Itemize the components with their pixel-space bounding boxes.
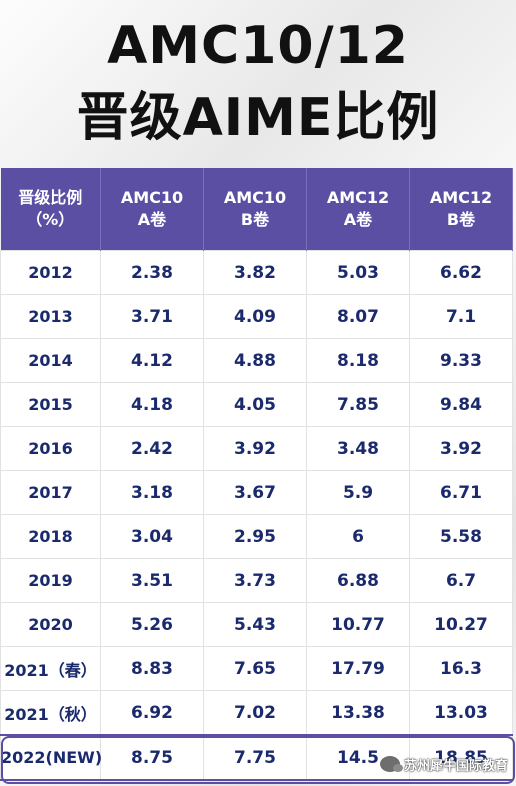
value-cell: 3.92	[203, 426, 307, 471]
year-cell: 2019	[0, 558, 101, 603]
title-line-1: AMC10/12	[107, 16, 409, 76]
value-cell: 4.09	[203, 294, 307, 339]
value-cell: 10.77	[306, 602, 410, 647]
table-row: 2012 2.38 3.82 5.03 6.62	[0, 250, 513, 295]
value-cell: 6	[306, 514, 410, 559]
year-cell: 2014	[0, 338, 101, 383]
table-row: 2014 4.12 4.88 8.18 9.33	[0, 338, 513, 383]
year-cell: 2015	[0, 382, 101, 427]
value-cell: 4.18	[100, 382, 204, 427]
value-cell: 8.75	[100, 734, 204, 781]
value-cell: 16.3	[409, 646, 513, 691]
value-cell: 9.84	[409, 382, 513, 427]
value-cell: 6.92	[100, 690, 204, 736]
qualification-rate-table: 晋级比例 （%） AMC10 A卷 AMC10 B卷 AMC12 A卷 AMC12 B卷 …	[0, 168, 513, 781]
table-row: 2020 5.26 5.43 10.77 10.27	[0, 602, 513, 647]
value-cell: 2.95	[203, 514, 307, 559]
year-cell: 2013	[0, 294, 101, 339]
header-cell-amc12a: AMC12 A卷	[306, 168, 410, 251]
value-cell: 3.92	[409, 426, 513, 471]
table-row-new: 2022(NEW) 8.75 7.75 14.5 18.85	[0, 734, 513, 781]
year-cell: 2016	[0, 426, 101, 471]
value-cell: 3.04	[100, 514, 204, 559]
table-row: 2016 2.42 3.92 3.48 3.92	[0, 426, 513, 471]
table-row: 2013 3.71 4.09 8.07 7.1	[0, 294, 513, 339]
value-cell: 8.07	[306, 294, 410, 339]
value-cell: 3.67	[203, 470, 307, 515]
table-row: 2018 3.04 2.95 6 5.58	[0, 514, 513, 559]
value-cell: 3.51	[100, 558, 204, 603]
value-cell: 5.43	[203, 602, 307, 647]
value-cell: 4.05	[203, 382, 307, 427]
value-cell: 8.83	[100, 646, 204, 691]
wechat-icon	[379, 756, 403, 772]
value-cell: 13.03	[409, 690, 513, 736]
title-line-2: 晋级AIME比例	[76, 88, 440, 148]
year-cell: 2017	[0, 470, 101, 515]
value-cell: 7.75	[203, 734, 307, 781]
value-cell: 3.48	[306, 426, 410, 471]
value-cell: 6.7	[409, 558, 513, 603]
value-cell: 3.18	[100, 470, 204, 515]
header-cell-rate: 晋级比例 （%）	[0, 168, 101, 251]
header-cell-amc10a: AMC10 A卷	[100, 168, 204, 251]
year-cell: 2022(NEW)	[0, 734, 102, 781]
table-row: 2021（春） 8.83 7.65 17.79 16.3	[0, 646, 513, 691]
table-row: 2015 4.18 4.05 7.85 9.84	[0, 382, 513, 427]
value-cell: 4.12	[100, 338, 204, 383]
value-cell: 2.42	[100, 426, 204, 471]
value-cell: 3.82	[203, 250, 307, 295]
value-cell: 8.18	[306, 338, 410, 383]
value-cell: 6.88	[306, 558, 410, 603]
value-cell: 5.03	[306, 250, 410, 295]
year-cell: 2021（秋）	[0, 690, 101, 736]
value-cell: 5.26	[100, 602, 204, 647]
year-cell: 2021（春）	[0, 646, 101, 691]
table-row: 2019 3.51 3.73 6.88 6.7	[0, 558, 513, 603]
value-cell: 5.58	[409, 514, 513, 559]
table-row: 2021（秋） 6.92 7.02 13.38 13.03	[0, 690, 513, 736]
value-cell: 18.85	[409, 734, 513, 781]
value-cell: 2.38	[100, 250, 204, 295]
value-cell: 13.38	[306, 690, 410, 736]
value-cell: 3.73	[203, 558, 307, 603]
value-cell: 3.71	[100, 294, 204, 339]
value-cell: 5.9	[306, 470, 410, 515]
value-cell: 17.79	[306, 646, 410, 691]
value-cell: 7.65	[203, 646, 307, 691]
value-cell: 7.1	[409, 294, 513, 339]
value-cell: 6.62	[409, 250, 513, 295]
header-cell-amc12b: AMC12 B卷	[409, 168, 513, 251]
value-cell: 9.33	[409, 338, 513, 383]
value-cell: 4.88	[203, 338, 307, 383]
value-cell: 10.27	[409, 602, 513, 647]
watermark-text: 苏州犀牛国际教育	[403, 758, 508, 774]
value-cell: 6.71	[409, 470, 513, 515]
table-row: 2017 3.18 3.67 5.9 6.71	[0, 470, 513, 515]
value-cell: 7.02	[203, 690, 307, 736]
year-cell: 2020	[0, 602, 101, 647]
watermark: 苏州犀牛国际教育	[379, 753, 508, 775]
header-cell-amc10b: AMC10 B卷	[203, 168, 307, 251]
table-header-row: 晋级比例 （%） AMC10 A卷 AMC10 B卷 AMC12 A卷 AMC12 B卷	[0, 168, 513, 251]
value-cell: 7.85	[306, 382, 410, 427]
year-cell: 2018	[0, 514, 101, 559]
year-cell: 2012	[0, 250, 101, 295]
